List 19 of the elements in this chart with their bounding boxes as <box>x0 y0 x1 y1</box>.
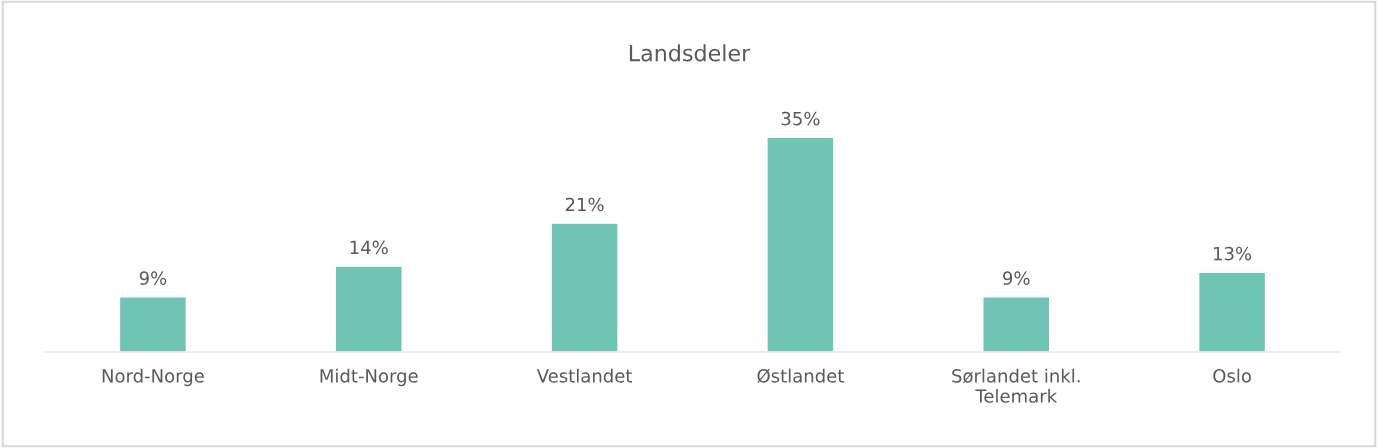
data-label: 9% <box>1003 271 1030 285</box>
bar <box>766 136 835 352</box>
x-tick-label: Nord-Norge <box>102 368 204 387</box>
x-tick-label: Sørlandet inkl. Telemark <box>952 368 1080 403</box>
data-label: 35% <box>781 111 820 126</box>
bar <box>118 296 188 352</box>
x-tick-label: Oslo <box>1213 368 1251 383</box>
bar <box>982 296 1051 352</box>
data-label: 14% <box>350 240 388 255</box>
data-label: 9% <box>139 271 167 285</box>
bar <box>550 222 619 352</box>
x-tick-label: Østlandet <box>757 368 844 383</box>
bar <box>334 265 403 352</box>
x-tick-label: Midt-Norge <box>320 368 418 387</box>
bar <box>1197 271 1267 352</box>
chart-title: Landsdeler <box>629 44 751 62</box>
data-label: 21% <box>565 197 604 212</box>
x-tick-label: Vestlandet <box>536 368 633 383</box>
data-label: 13% <box>1214 246 1252 261</box>
